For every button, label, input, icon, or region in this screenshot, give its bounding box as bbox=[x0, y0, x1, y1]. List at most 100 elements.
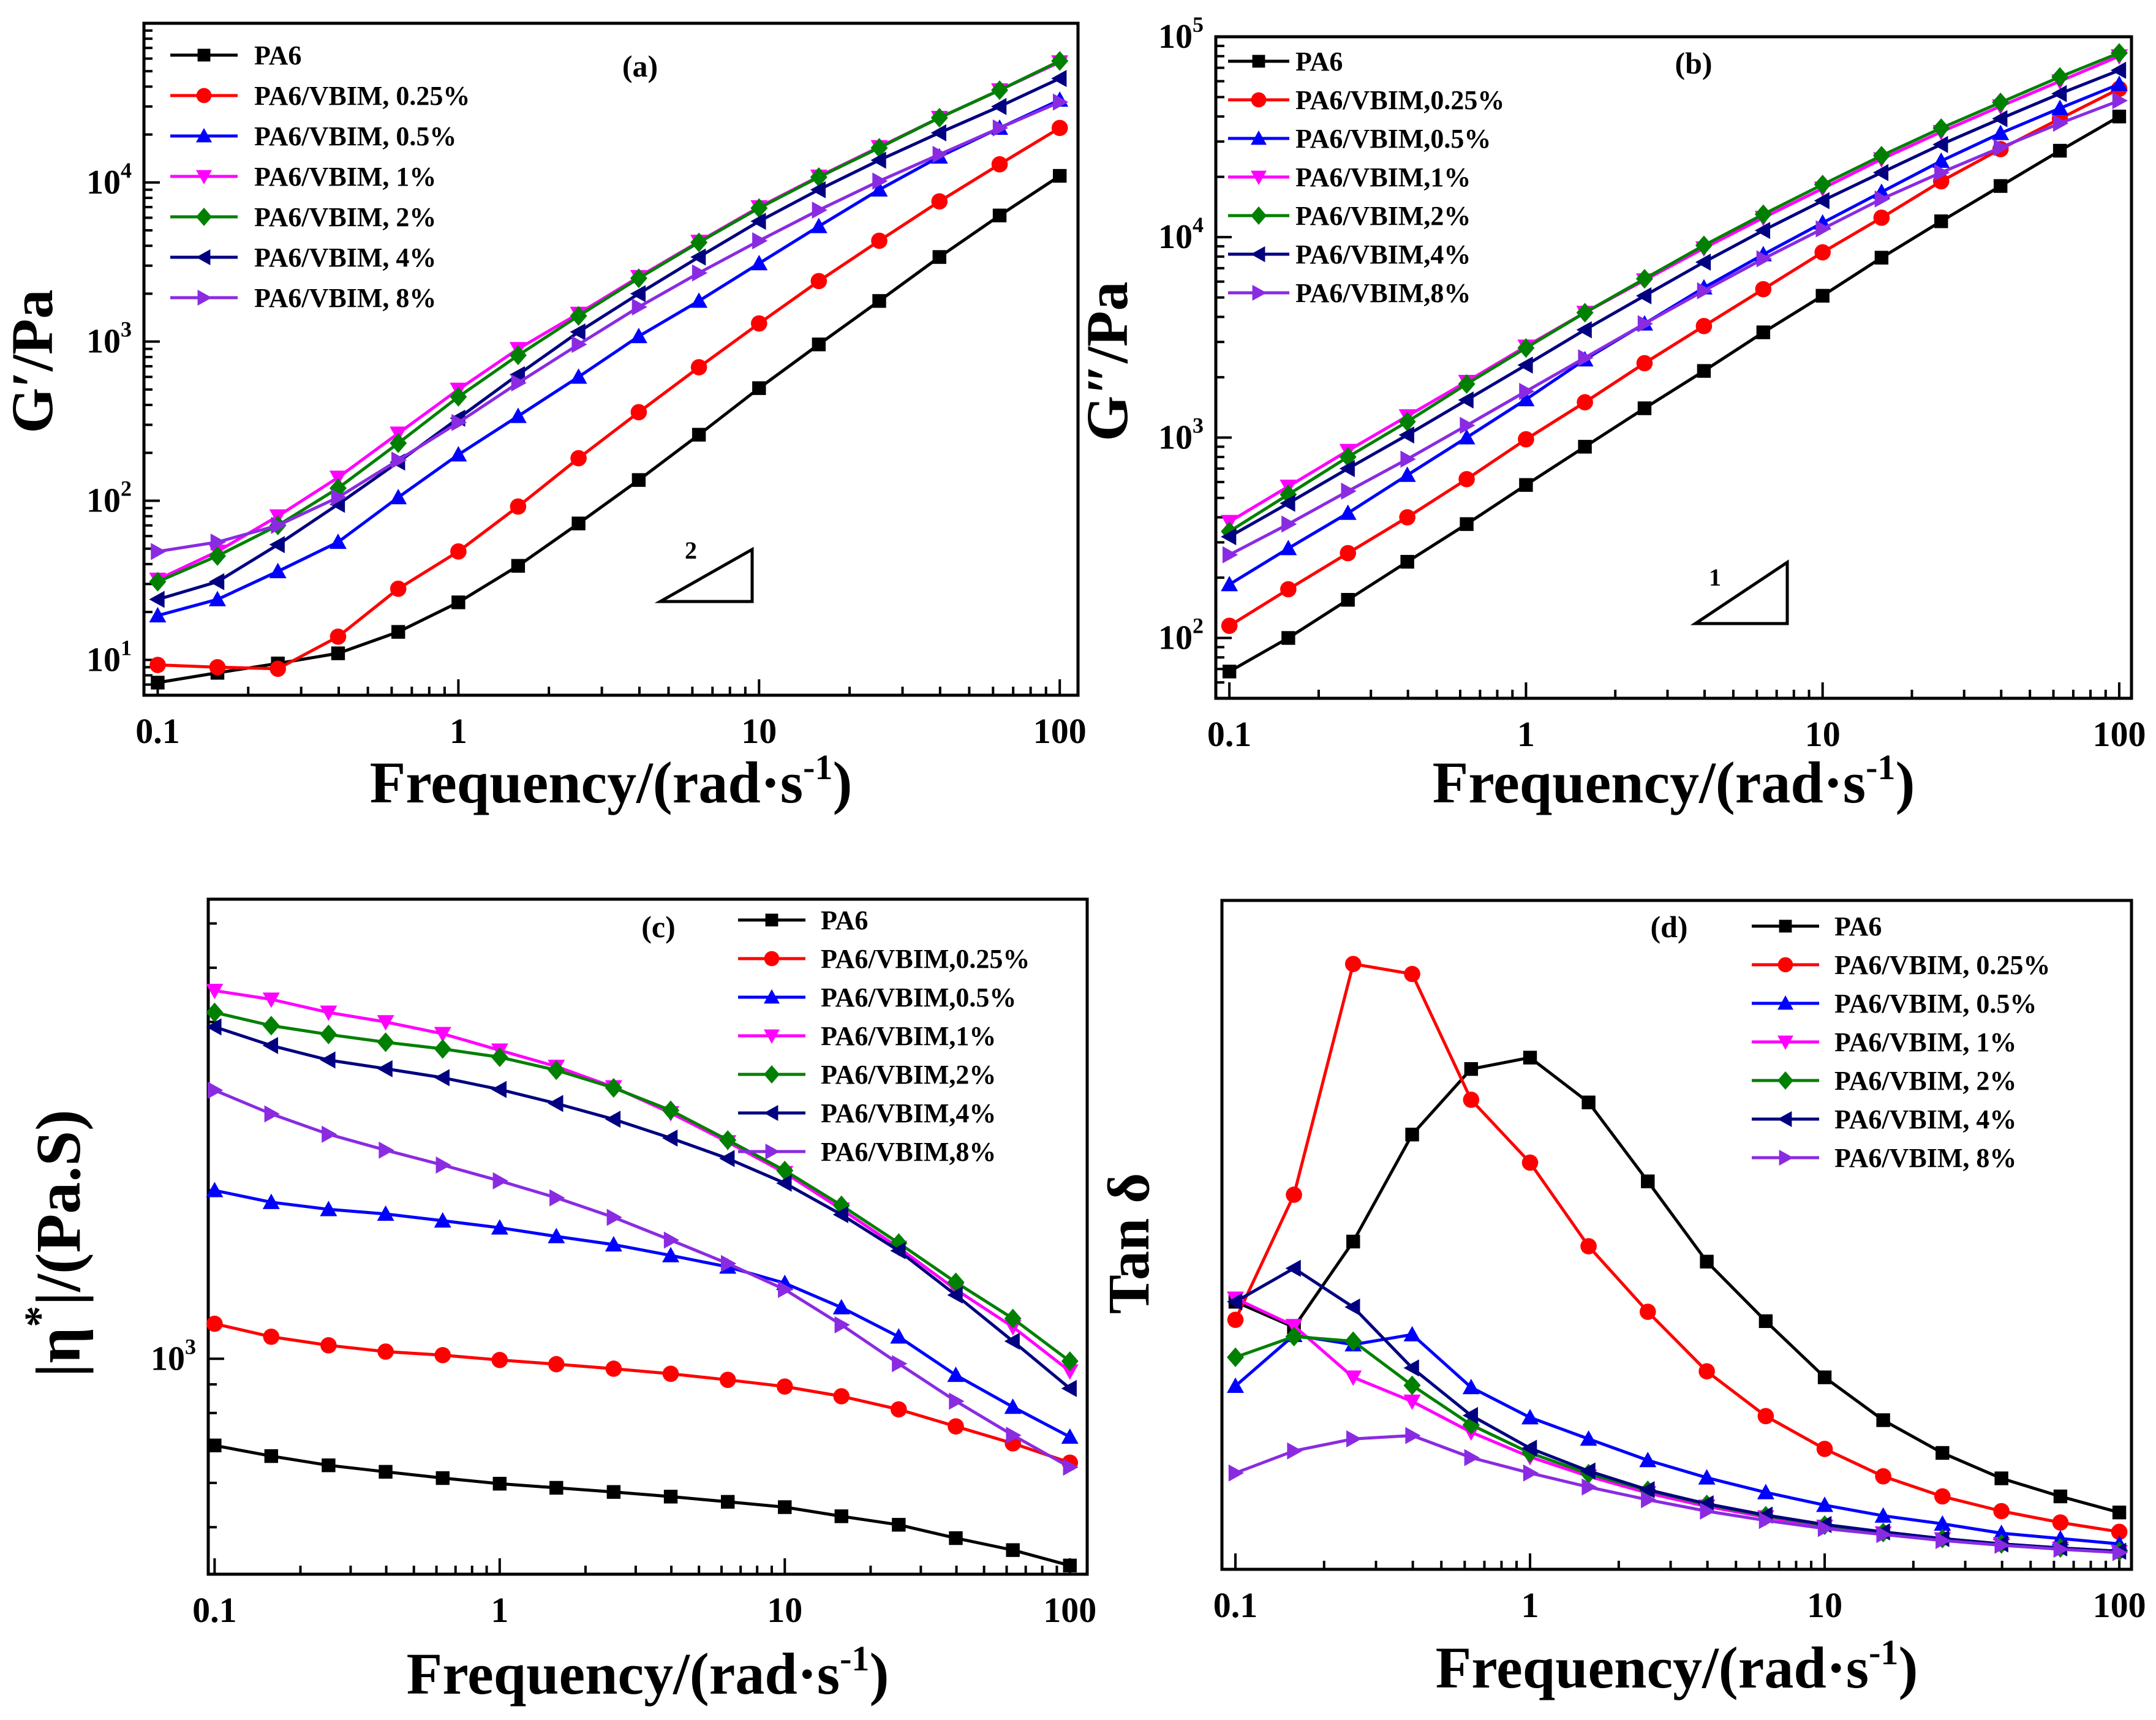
legend-marker bbox=[1251, 206, 1267, 225]
data-point bbox=[1581, 1095, 1596, 1109]
legend-entry: PA6/VBIM, 8% bbox=[1752, 1143, 2016, 1173]
legend-entry: PA6/VBIM, 0.25% bbox=[170, 81, 470, 111]
series-VBIM_4 bbox=[1221, 61, 2127, 546]
data-point bbox=[262, 1193, 280, 1209]
data-point bbox=[2110, 61, 2127, 79]
data-point bbox=[331, 646, 345, 660]
data-point bbox=[2052, 115, 2069, 132]
data-point bbox=[1641, 1174, 1655, 1188]
data-point bbox=[1053, 93, 1069, 111]
data-point bbox=[269, 536, 285, 554]
data-point bbox=[270, 660, 286, 677]
data-point bbox=[264, 1449, 279, 1463]
legend-marker bbox=[764, 1029, 780, 1044]
data-point bbox=[1873, 209, 1890, 226]
data-point bbox=[149, 590, 165, 608]
series-line bbox=[157, 126, 1061, 671]
legend-marker bbox=[197, 48, 211, 62]
data-point bbox=[377, 1205, 394, 1221]
legend-entry: PA6/VBIM, 8% bbox=[170, 283, 436, 313]
data-point bbox=[1405, 1128, 1419, 1142]
legend-marker bbox=[764, 951, 780, 967]
legend-marker bbox=[1777, 1071, 1793, 1090]
data-point bbox=[750, 315, 767, 332]
data-point bbox=[1934, 214, 1948, 228]
data-point bbox=[1285, 1326, 1303, 1347]
data-point bbox=[1227, 1293, 1243, 1311]
data-point bbox=[1695, 235, 1713, 255]
data-point bbox=[810, 181, 826, 198]
data-point bbox=[1400, 554, 1414, 569]
legend-label: PA6/VBIM, 8% bbox=[1834, 1143, 2016, 1173]
data-point bbox=[1458, 374, 1476, 394]
legend-entry: PA6/VBIM, 0.5% bbox=[1752, 989, 2037, 1019]
series-VBIM_8 bbox=[1222, 92, 2128, 564]
legend-entry: PA6/VBIM,0.5% bbox=[1228, 124, 1491, 154]
legend-label: PA6/VBIM,2% bbox=[821, 1060, 996, 1090]
legend-marker bbox=[765, 913, 778, 927]
data-point bbox=[1521, 1154, 1539, 1171]
data-point bbox=[1936, 1532, 1951, 1550]
data-point bbox=[2053, 1541, 2069, 1558]
series-line bbox=[1228, 55, 2120, 523]
legend-marker bbox=[1777, 1035, 1793, 1050]
data-point bbox=[871, 232, 888, 249]
data-point bbox=[1700, 1254, 1714, 1269]
y-tick-label: 105 bbox=[1158, 12, 1204, 56]
data-point bbox=[832, 1205, 848, 1223]
series-PA6 bbox=[151, 168, 1067, 690]
series-line bbox=[1235, 1434, 2120, 1555]
data-point bbox=[1063, 1558, 1077, 1573]
series-VBIM_8 bbox=[151, 93, 1069, 560]
data-point bbox=[1340, 545, 1357, 562]
data-point bbox=[932, 250, 946, 264]
data-point bbox=[330, 628, 347, 645]
data-point bbox=[1346, 1430, 1362, 1448]
slope-label: 2 bbox=[685, 537, 697, 564]
data-point bbox=[1517, 391, 1535, 407]
data-point bbox=[379, 1465, 393, 1479]
legend-marker bbox=[196, 170, 212, 184]
data-point bbox=[377, 1343, 394, 1360]
data-point bbox=[872, 172, 888, 190]
data-point bbox=[721, 1254, 737, 1272]
legend-entry: PA6/VBIM,0.25% bbox=[738, 944, 1030, 974]
slope-triangle bbox=[654, 546, 754, 603]
x-tick-label: 0.1 bbox=[1213, 1585, 1258, 1625]
data-point bbox=[1006, 1427, 1022, 1444]
series-VBIM_4 bbox=[149, 70, 1067, 608]
data-point bbox=[1992, 110, 2008, 127]
data-point bbox=[1934, 164, 1950, 181]
data-point bbox=[890, 1242, 906, 1259]
legend-entry: PA6/VBIM, 0.5% bbox=[170, 121, 456, 151]
data-point bbox=[390, 580, 407, 597]
data-point bbox=[322, 1125, 337, 1143]
data-point bbox=[1403, 1394, 1421, 1410]
data-point bbox=[776, 1174, 792, 1192]
data-point bbox=[891, 1401, 907, 1418]
data-point bbox=[1281, 631, 1295, 645]
legend-entry: PA6/VBIM,1% bbox=[738, 1021, 996, 1051]
data-point bbox=[930, 124, 946, 141]
y-tick-label: 103 bbox=[151, 1334, 196, 1378]
data-point bbox=[1874, 251, 1889, 265]
data-point bbox=[948, 1418, 964, 1435]
data-point bbox=[1580, 1238, 1597, 1254]
data-point bbox=[1577, 394, 1593, 411]
y-tick-label: 101 bbox=[86, 635, 132, 679]
data-point bbox=[2051, 85, 2067, 102]
legend-entry: PA6/VBIM,8% bbox=[1228, 278, 1471, 308]
legend-label: PA6/VBIM,0.5% bbox=[1295, 124, 1491, 154]
data-point bbox=[1400, 450, 1416, 468]
data-point bbox=[1875, 1468, 1891, 1485]
data-point bbox=[377, 1032, 394, 1052]
data-point bbox=[1876, 1413, 1890, 1427]
data-point bbox=[1936, 1446, 1950, 1460]
legend-entry: PA6/VBIM,0.5% bbox=[738, 983, 1016, 1013]
legend-marker bbox=[764, 1065, 780, 1084]
data-point bbox=[548, 1228, 565, 1243]
y-axis-label: |η*|/(Pa.S) bbox=[17, 1109, 94, 1377]
data-point bbox=[320, 1005, 337, 1021]
data-point bbox=[571, 516, 586, 530]
data-point bbox=[151, 543, 167, 560]
